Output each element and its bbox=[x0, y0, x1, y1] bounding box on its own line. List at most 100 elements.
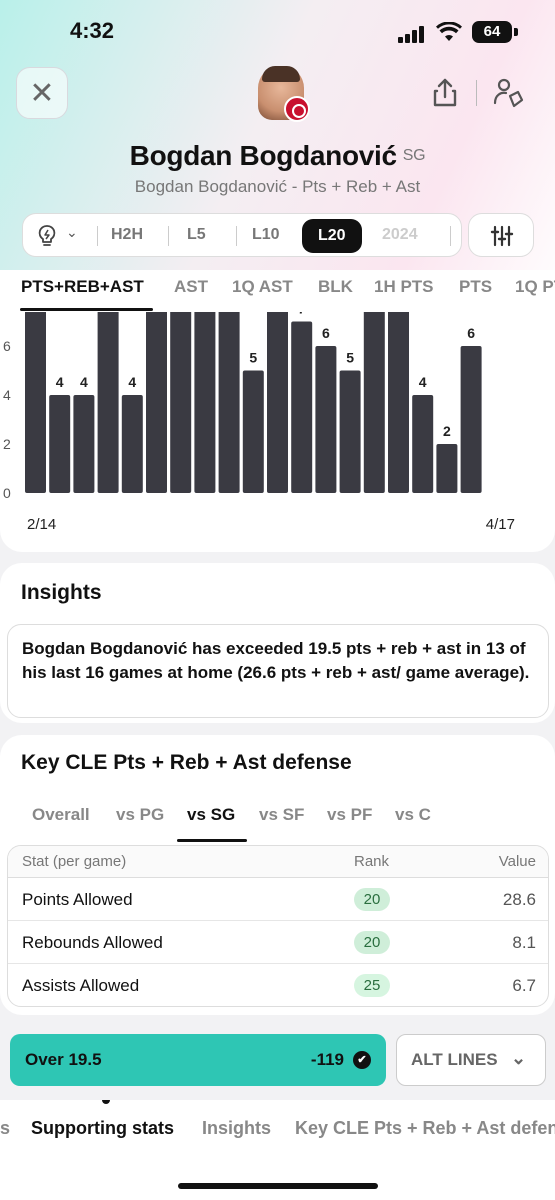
chevron-down-icon[interactable]: ⌄ bbox=[66, 224, 78, 240]
filter-separator bbox=[97, 226, 98, 246]
tab-1q-pts[interactable]: 1Q PTS bbox=[515, 277, 555, 296]
prop-subtitle: Bogdan Bogdanović - Pts + Reb + Ast bbox=[134, 177, 421, 196]
bar-chart: 024644457654262/144/17 bbox=[3, 312, 515, 533]
chart-bar bbox=[121, 395, 143, 493]
chart-bar bbox=[363, 312, 385, 493]
tab-overall[interactable]: Overall bbox=[32, 805, 90, 824]
lightbulb-icon[interactable] bbox=[35, 224, 59, 248]
odds-value: -119 bbox=[310, 1050, 344, 1069]
filter-settings-button[interactable] bbox=[468, 213, 534, 257]
defense-title: Key CLE Pts + Reb + Ast defense bbox=[21, 751, 352, 774]
tab-vs-sg[interactable]: vs SG bbox=[187, 805, 236, 824]
table-header: Stat (per game) Rank Value bbox=[8, 846, 548, 878]
chart-bar bbox=[460, 346, 482, 493]
section-tab-defense[interactable]: Key CLE Pts + Reb + Ast defense bbox=[295, 1118, 555, 1138]
stat-name: Rebounds Allowed bbox=[22, 933, 163, 952]
header-divider bbox=[476, 80, 477, 106]
bar-data-label: 4 bbox=[128, 374, 136, 390]
filter-separator bbox=[450, 226, 451, 246]
bar-data-label: 6 bbox=[467, 325, 475, 341]
tab-1q-ast[interactable]: 1Q AST bbox=[232, 277, 293, 296]
stat-name: Points Allowed bbox=[22, 890, 133, 909]
bar-data-label: 4 bbox=[56, 374, 64, 390]
rank-badge: 25 bbox=[354, 974, 390, 997]
chart-bar bbox=[73, 395, 95, 493]
bar-data-label: 4 bbox=[80, 374, 88, 390]
status-bar: 4:32 64 bbox=[0, 0, 555, 66]
y-tick-label: 0 bbox=[3, 485, 11, 501]
tab-ast[interactable]: AST bbox=[174, 277, 208, 296]
table-row: Assists Allowed 25 6.7 bbox=[8, 964, 548, 1006]
bet-bar: Over 19.5 -119 ✔ ALT LINES ⌄ bbox=[0, 1022, 555, 1100]
tab-1h-pts[interactable]: 1H PTS bbox=[374, 277, 434, 296]
section-tab-previous[interactable]: s bbox=[0, 1118, 11, 1138]
bar-data-label: 4 bbox=[419, 374, 427, 390]
defense-card: Key CLE Pts + Reb + Ast defense Overall … bbox=[0, 735, 555, 1015]
insights-card: Insights Bogdan Bogdanović has exceeded … bbox=[0, 563, 555, 723]
checkmark-icon: ✔ bbox=[353, 1051, 371, 1069]
bar-data-label: 6 bbox=[322, 325, 330, 341]
filter-separator bbox=[168, 226, 169, 246]
cellular-signal-icon bbox=[398, 25, 426, 43]
over-bet-button[interactable]: Over 19.5 -119 ✔ bbox=[10, 1034, 386, 1086]
player-name: Bogdan Bogdanović SG bbox=[0, 140, 555, 172]
game-range-filter: ⌄ H2H L5 L10 L20 2024 bbox=[22, 213, 462, 257]
close-icon: ✕ bbox=[29, 76, 55, 110]
chart-bar bbox=[339, 370, 361, 493]
chart-bar bbox=[49, 395, 71, 493]
section-tab-insights[interactable]: Insights bbox=[202, 1118, 272, 1138]
tab-pts-reb-ast[interactable]: PTS+REB+AST bbox=[21, 277, 144, 296]
tab-pts[interactable]: PTS bbox=[459, 277, 493, 296]
bar-data-label: 7 bbox=[298, 312, 306, 317]
chart-bar bbox=[315, 346, 337, 493]
chevron-down-icon: ⌄ bbox=[511, 1048, 527, 1068]
filter-2024[interactable]: 2024 bbox=[382, 226, 418, 243]
wifi-icon bbox=[436, 22, 462, 41]
over-label: Over 19.5 bbox=[25, 1050, 102, 1069]
x-end-label: 4/17 bbox=[486, 516, 515, 533]
battery-icon: 64 bbox=[472, 21, 512, 43]
bar-data-label: 2 bbox=[443, 423, 451, 439]
stat-tabs: PTS+REB+AST AST 1Q AST BLK 1H PTS PTS 1Q… bbox=[0, 272, 555, 312]
filter-l5[interactable]: L5 bbox=[187, 226, 206, 243]
chart-bar bbox=[291, 321, 313, 493]
filter-l10[interactable]: L10 bbox=[252, 226, 280, 243]
scroll-position-dot bbox=[102, 1100, 110, 1104]
chart-bar bbox=[194, 312, 216, 493]
chart-bar bbox=[436, 444, 458, 493]
player-position: SG bbox=[402, 147, 426, 164]
insight-text: Bogdan Bogdanović has exceeded 19.5 pts … bbox=[7, 624, 549, 718]
y-tick-label: 6 bbox=[3, 338, 11, 354]
compare-players-icon[interactable] bbox=[490, 76, 526, 110]
active-position-indicator bbox=[177, 839, 247, 842]
tab-vs-pf[interactable]: vs PF bbox=[327, 805, 373, 824]
battery-cap bbox=[514, 28, 518, 36]
section-tab-supporting-stats[interactable]: Supporting stats bbox=[31, 1118, 174, 1138]
filter-l20[interactable]: L20 bbox=[302, 219, 362, 253]
tab-vs-pg[interactable]: vs PG bbox=[116, 805, 165, 824]
alt-lines-button[interactable]: ALT LINES ⌄ bbox=[396, 1034, 546, 1086]
table-row: Points Allowed 20 28.6 bbox=[8, 878, 548, 921]
chart-bar bbox=[97, 312, 119, 493]
tab-blk[interactable]: BLK bbox=[318, 277, 353, 296]
share-icon[interactable] bbox=[428, 76, 462, 110]
filter-h2h[interactable]: H2H bbox=[111, 226, 144, 243]
home-indicator bbox=[178, 1183, 378, 1189]
header-stat: Stat (per game) bbox=[22, 853, 127, 870]
chart-bar bbox=[267, 312, 288, 493]
chart-bar bbox=[388, 312, 409, 493]
stat-name: Assists Allowed bbox=[22, 976, 140, 995]
insights-title: Insights bbox=[21, 581, 102, 604]
stat-value: 28.6 bbox=[502, 890, 536, 909]
bar-data-label: 5 bbox=[249, 350, 257, 366]
tab-vs-c[interactable]: vs C bbox=[395, 805, 431, 824]
close-button[interactable]: ✕ bbox=[16, 67, 68, 119]
table-row: Rebounds Allowed 20 8.1 bbox=[8, 921, 548, 964]
player-hair bbox=[262, 66, 300, 82]
tab-vs-sf[interactable]: vs SF bbox=[259, 805, 305, 824]
section-nav: s Supporting stats Insights Key CLE Pts … bbox=[0, 1100, 555, 1200]
bar-data-label: 5 bbox=[346, 350, 354, 366]
y-tick-label: 2 bbox=[3, 436, 11, 452]
defense-table: Stat (per game) Rank Value Points Allowe… bbox=[7, 845, 549, 1007]
chart-bar bbox=[412, 395, 434, 493]
